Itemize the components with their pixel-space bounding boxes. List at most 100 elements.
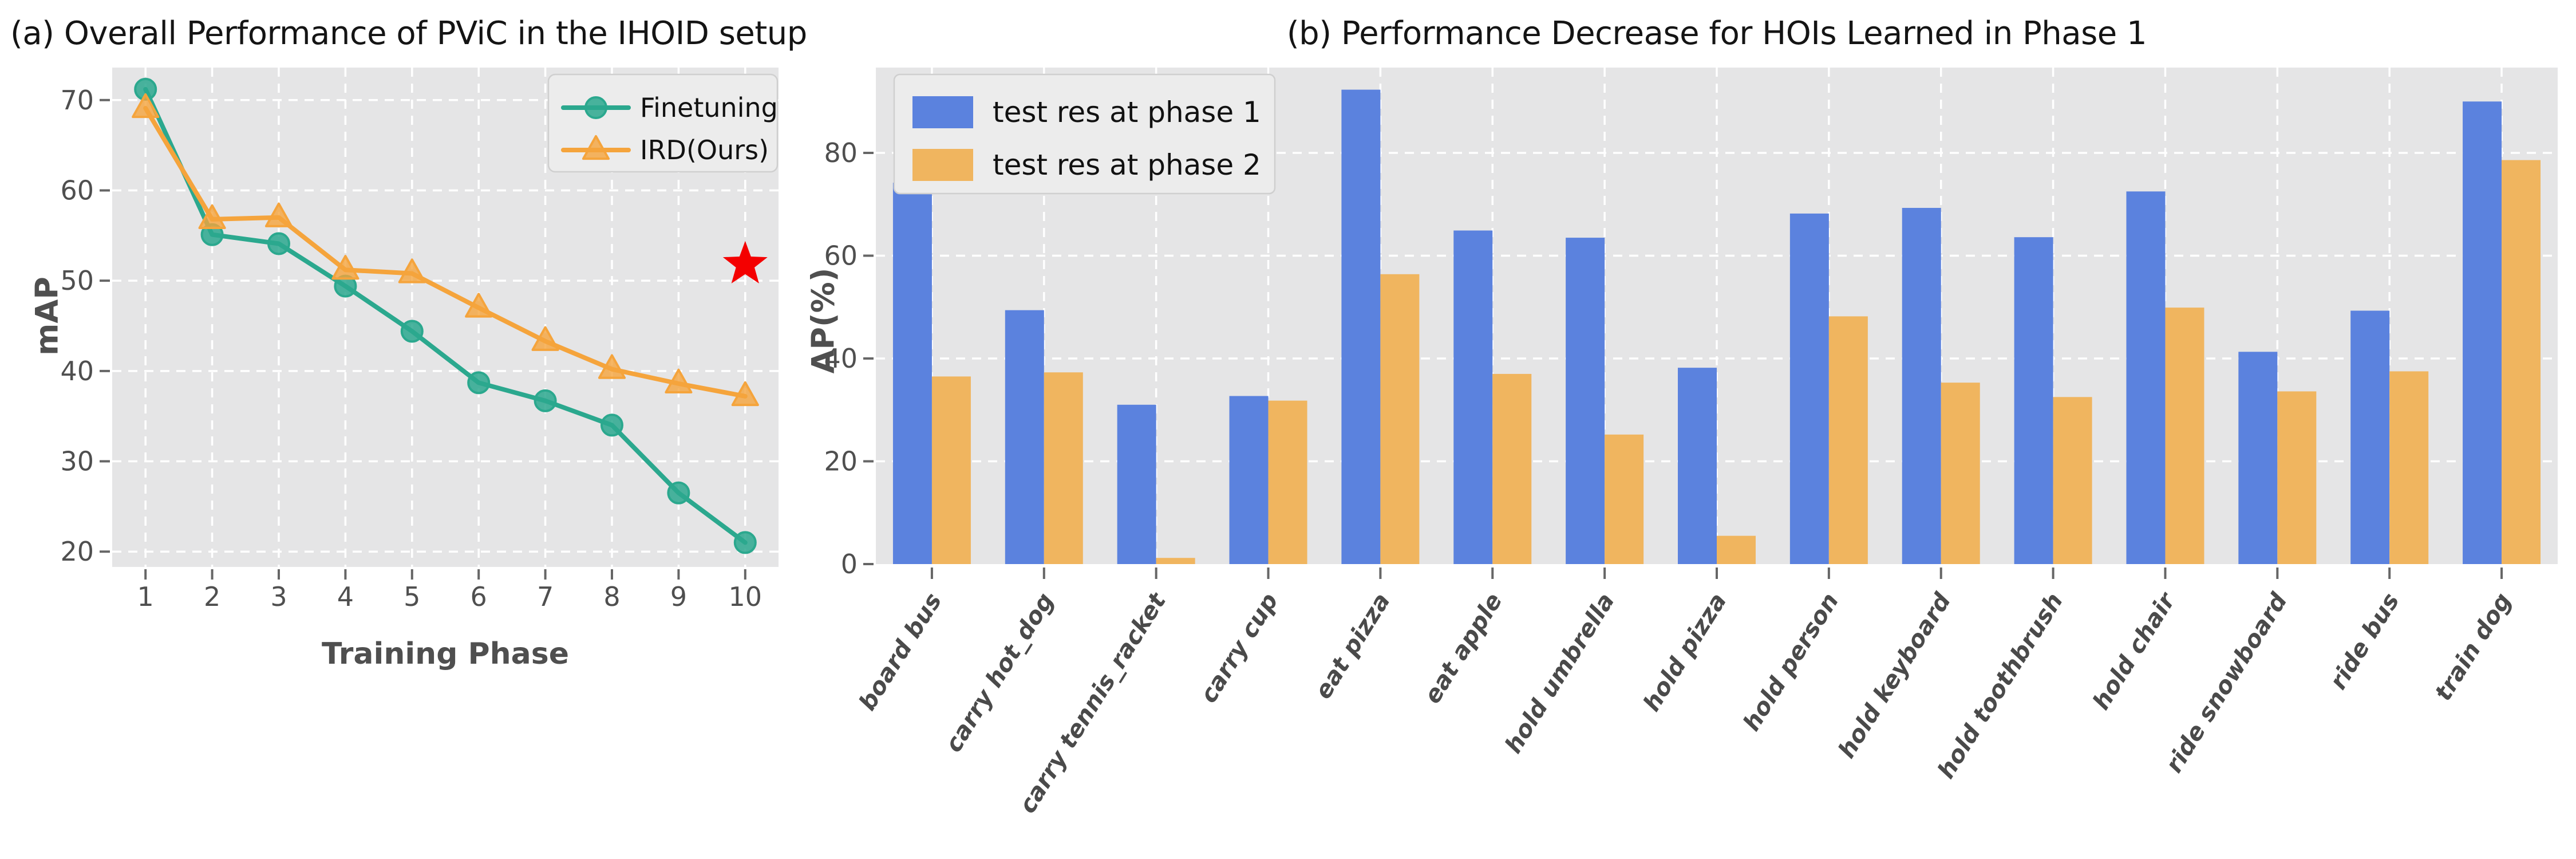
panel-a-x-tick-label: 2 (204, 581, 220, 612)
data-point-triangle (465, 293, 493, 318)
data-point-circle (267, 232, 290, 255)
bar-phase1-ride-bus (2350, 310, 2390, 564)
bar-phase1-hold-chair (2126, 191, 2166, 564)
category-label: board bus (854, 588, 947, 715)
bar-phase2-ride-bus (2389, 371, 2429, 564)
bar-phase2-hold-toothbrush (2053, 397, 2092, 564)
panel-a-y-tick-label: 50 (60, 265, 94, 296)
bar-phase2-ride-snowboard (2277, 391, 2317, 564)
panel-a-x-tick-label: 3 (270, 581, 287, 612)
bar-phase2-eat-apple (1492, 373, 1532, 564)
bar-phase1-ride-snowboard (2238, 352, 2278, 564)
data-point-triangle (731, 381, 759, 407)
category-label: eat pizza (1309, 588, 1396, 704)
bar-phase1-carry-hot-dog (1005, 310, 1044, 564)
category-label: hold keyboard (1833, 588, 1957, 763)
category-label: carry hot_dog (939, 588, 1059, 757)
data-point-triangle (531, 326, 559, 351)
data-point-circle (600, 413, 623, 437)
panel-b-title: (b) Performance Decrease for HOIs Learne… (1286, 15, 2147, 52)
panel-a-x-tick-label: 5 (404, 581, 420, 612)
panel-a-x-tick-label: 9 (670, 581, 687, 612)
panel-a-x-axis-label: Training Phase (322, 637, 569, 671)
bar-phase1-hold-umbrella (1566, 238, 1605, 564)
bar-phase1-hold-pizza (1678, 368, 1717, 564)
panel-a-legend: Finetuning IRD(Ours) (547, 73, 779, 173)
panel-b-legend: test res at phase 1 test res at phase 2 (893, 73, 1276, 195)
red-star-marker (722, 241, 768, 283)
bar-phase1-board-bus (892, 183, 932, 565)
legend-swatch-icon (912, 96, 973, 128)
data-point-circle (400, 320, 424, 343)
panel-a-x-tick-label: 6 (471, 581, 487, 612)
category-label: hold pizza (1638, 588, 1732, 716)
panel-b-y-tick-label: 60 (824, 240, 858, 271)
bar-phase1-hold-keyboard (1902, 208, 1941, 564)
category-label: eat apple (1419, 588, 1508, 708)
panel-b-y-tick-label: 40 (824, 343, 858, 374)
category-label: ride bus (2324, 588, 2405, 694)
panel-b-y-tick-label: 0 (841, 549, 858, 580)
data-point-circle (467, 371, 491, 395)
panel-a-x-tick-label: 10 (729, 581, 762, 612)
category-label: hold person (1737, 588, 1844, 736)
bar-phase1-train-dog (2463, 101, 2502, 564)
bar-phase2-hold-person (1828, 316, 1868, 564)
data-point-triangle (132, 93, 160, 119)
panel-a-y-tick-label: 60 (60, 175, 94, 206)
panel-a-title: (a) Overall Performance of PViC in the I… (10, 15, 807, 52)
panel-a-x-tick-label: 1 (137, 581, 154, 612)
category-label: hold umbrella (1499, 588, 1619, 758)
data-point-triangle (665, 368, 693, 394)
data-point-triangle (264, 202, 293, 227)
panel-a-x-tick-label: 7 (537, 581, 554, 612)
panel-a-legend-box (547, 73, 779, 173)
category-label: hold toothbrush (1932, 588, 2068, 783)
panel-a-y-tick-label: 40 (60, 356, 94, 387)
category-label: train dog (2429, 588, 2517, 706)
bar-phase2-train-dog (2502, 160, 2541, 564)
bar-phase2-board-bus (931, 376, 971, 564)
panel-a-x-tick-label: 4 (337, 581, 354, 612)
data-point-triangle (331, 255, 359, 280)
legend-label: test res at phase 1 (993, 96, 1261, 129)
legend-triangle-marker-icon (582, 135, 610, 160)
bar-phase1-carry-cup (1229, 396, 1269, 564)
bar-phase1-hold-person (1789, 213, 1829, 564)
bar-phase1-hold-toothbrush (2014, 237, 2053, 564)
legend-swatch-icon (912, 149, 973, 181)
data-point-triangle (398, 258, 426, 283)
bar-phase2-eat-pizza (1380, 274, 1420, 564)
legend-label: test res at phase 2 (993, 148, 1261, 182)
bar-phase2-carry-hot-dog (1044, 372, 1083, 564)
bar-phase2-hold-keyboard (1941, 383, 1980, 564)
data-point-circle (534, 389, 557, 412)
data-point-triangle (198, 204, 226, 230)
panel-a-y-tick-label: 70 (60, 85, 94, 116)
bar-phase1-eat-apple (1453, 230, 1493, 564)
bar-phase2-carry-cup (1268, 400, 1307, 564)
panel-b-legend-box (893, 73, 1276, 195)
data-point-circle (733, 531, 757, 554)
category-label: hold chair (2087, 587, 2181, 715)
panel-a-y-tick-label: 30 (60, 446, 94, 477)
bar-phase1-carry-tennis-racket (1117, 404, 1156, 564)
category-label: carry cup (1195, 588, 1283, 708)
bar-phase1-eat-pizza (1341, 89, 1381, 565)
panel-a-y-tick-label: 20 (60, 536, 94, 567)
panel-b-y-tick-label: 20 (824, 446, 858, 476)
bar-phase2-carry-tennis-racket (1156, 558, 1195, 564)
bar-phase2-hold-umbrella (1605, 434, 1644, 564)
legend-label: Finetuning (640, 92, 778, 123)
panel-a: 20 30 40 50 60 70 1 2 3 4 5 6 7 8 9 10 Finetuning IRD(Our… (60, 68, 779, 612)
category-label: ride snowboard (2160, 588, 2293, 777)
bar-phase2-hold-pizza (1717, 535, 1756, 564)
panel-b-y-tick-label: 80 (824, 137, 858, 168)
series-line-ird-ours- (143, 105, 748, 399)
bar-phase2-hold-chair (2165, 308, 2204, 564)
data-point-circle (667, 481, 690, 505)
legend-circle-marker-icon (584, 96, 607, 119)
